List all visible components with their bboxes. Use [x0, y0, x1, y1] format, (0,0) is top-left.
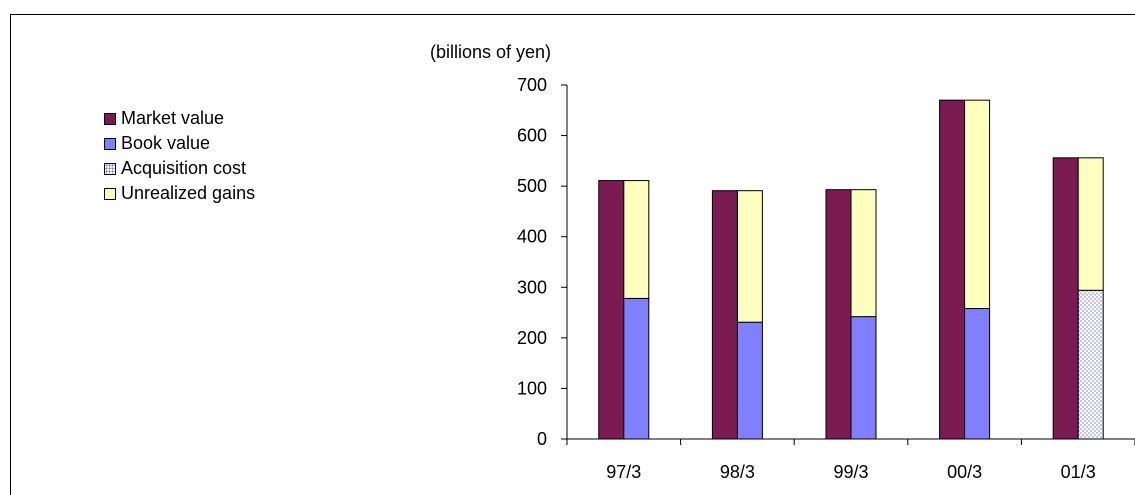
y-tick-label: 100 [517, 378, 547, 398]
y-tick-label: 0 [537, 429, 547, 449]
y-tick-label: 400 [517, 227, 547, 247]
bar-book-value-99-3 [850, 316, 877, 440]
y-axis-unit-label: (billions of yen) [430, 42, 552, 62]
legend-swatch-unrealized-gains [104, 188, 116, 200]
bar-market-value-01-3 [1052, 157, 1079, 440]
y-tick-label: 600 [517, 126, 547, 146]
x-tick-label: 99/3 [833, 462, 868, 482]
x-tick-label: 97/3 [606, 462, 641, 482]
y-tick-label: 300 [517, 277, 547, 297]
bar-unrealized-gains-01-3 [1077, 157, 1104, 291]
axes-group [561, 84, 1135, 445]
y-tick-label: 200 [517, 328, 547, 348]
bar-acquisition-cost-01-3 [1077, 289, 1104, 440]
legend-swatch-book-value [104, 138, 116, 150]
bar-market-value-97-3 [598, 180, 625, 440]
bar-market-value-98-3 [711, 190, 738, 440]
x-tick-label: 98/3 [720, 462, 755, 482]
x-tick-label: 00/3 [947, 462, 982, 482]
legend-label-acquisition-cost: Acquisition cost [121, 158, 247, 178]
y-tick-label: 500 [517, 176, 547, 196]
bar-unrealized-gains-97-3 [623, 180, 650, 299]
bar-unrealized-gains-00-3 [964, 99, 991, 310]
bar-market-value-99-3 [825, 189, 852, 440]
bar-unrealized-gains-99-3 [850, 189, 877, 318]
bar-market-value-00-3 [939, 99, 966, 440]
x-tick-label: 01/3 [1061, 462, 1096, 482]
legend-label-book-value: Book value [121, 133, 211, 153]
legend-label-unrealized-gains: Unrealized gains [121, 183, 256, 203]
bar-book-value-00-3 [964, 308, 991, 440]
bar-unrealized-gains-98-3 [736, 190, 763, 323]
chart-frame [10, 14, 1135, 495]
bar-book-value-98-3 [736, 321, 763, 440]
bar-book-value-97-3 [623, 297, 650, 440]
legend-label-market-value: Market value [121, 108, 225, 128]
y-tick-label: 700 [517, 75, 547, 95]
legend-swatch-market-value [104, 113, 116, 125]
legend-swatch-acquisition-cost [104, 163, 116, 175]
bars-group [598, 99, 1104, 440]
tick-labels-group: 0 100 200 300 400 500 600 700 97/3 98/3 99/3 00/3 01… [517, 75, 1096, 482]
